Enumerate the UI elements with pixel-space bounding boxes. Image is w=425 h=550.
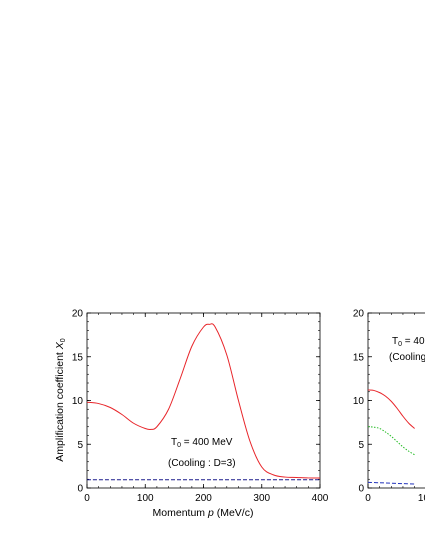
left-x-tick-label: 300 [253, 493, 270, 504]
left-y-tick-label: 5 [77, 440, 83, 451]
right-y-tick-label: 5 [358, 440, 364, 451]
right-chart-panel: 0 100 0 5 10 15 20 T0 = 40 (Cooling [353, 309, 425, 505]
right-y-tick-label: 15 [353, 352, 365, 363]
left-x-tick-label: 400 [312, 493, 329, 504]
left-y-tick-label: 20 [72, 309, 84, 320]
right-y-tick-label: 20 [353, 309, 365, 320]
x-axis-label: Momentum p (MeV/c) [153, 507, 254, 519]
left-annotation-temperature: T0 = 400 MeV [171, 437, 233, 449]
left-y-tick-label: 15 [72, 352, 84, 363]
left-x-tick-label: 200 [195, 493, 212, 504]
left-y-tick-label: 10 [72, 396, 84, 407]
right-series-group [368, 389, 415, 485]
right-annotation-cooling: (Cooling [389, 352, 425, 363]
right-series-line-dotted [368, 426, 415, 456]
left-x-tick-label: 0 [84, 493, 90, 504]
right-y-tick-label: 0 [358, 484, 364, 495]
right-x-tick-label: 0 [365, 493, 371, 504]
right-series-line-solid [368, 389, 415, 429]
left-chart-panel: 0 100 200 300 400 0 5 10 15 20 T0 = 400 MeV (Cool… [54, 309, 329, 520]
left-x-tick-label: 100 [137, 493, 154, 504]
right-ticks: 0 100 0 5 10 15 20 [353, 309, 425, 505]
right-x-tick-label: 100 [418, 493, 425, 504]
left-ticks: 0 100 200 300 400 0 5 10 15 20 [72, 309, 329, 505]
left-series-line-solid [87, 323, 320, 479]
right-annotation-temperature: T0 = 40 [392, 336, 425, 348]
right-series-line-dashed [368, 481, 415, 485]
left-series-group [87, 323, 320, 481]
left-y-tick-label: 0 [77, 484, 83, 495]
left-annotation-cooling: (Cooling : D=3) [168, 458, 236, 469]
y-axis-label: Amplification coefficient X0 [54, 338, 67, 461]
right-y-tick-label: 10 [353, 396, 365, 407]
